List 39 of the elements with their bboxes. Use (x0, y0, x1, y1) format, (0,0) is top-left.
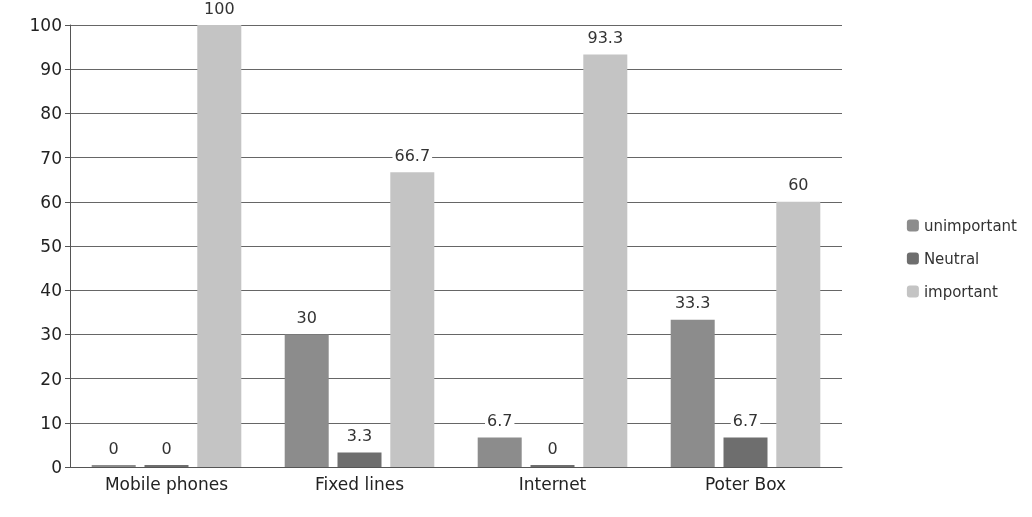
y-tick-label: 80 (40, 103, 62, 124)
data-label: 33.3 (674, 293, 711, 313)
y-tick-label: 50 (40, 236, 62, 256)
x-tick-label: Fixed lines (315, 473, 405, 494)
data-label: 66.7 (394, 145, 431, 165)
y-tick-label: 90 (40, 59, 62, 80)
y-tick-label: 70 (40, 147, 62, 168)
bar (477, 437, 522, 467)
x-tick-label: Internet (518, 473, 587, 494)
data-label: 3.3 (346, 425, 373, 445)
bar (284, 334, 329, 467)
data-label: 30 (296, 307, 317, 327)
bar (390, 172, 435, 467)
y-tick-label: 60 (40, 191, 62, 212)
y-tick-label: 20 (40, 368, 62, 389)
bar (583, 54, 628, 467)
data-label: 100 (204, 0, 235, 18)
y-tick-label: 0 (51, 457, 62, 477)
legend-label: important (923, 282, 999, 301)
y-tick-label: 40 (40, 280, 62, 301)
legend-label: unimportant (923, 216, 1018, 235)
data-label: 0 (108, 438, 119, 458)
data-label: 6.7 (732, 410, 759, 430)
x-tick-label: Mobile phones (104, 473, 229, 494)
x-tick-label: Poter Box (704, 473, 787, 494)
data-label: 60 (788, 175, 809, 195)
data-label: 6.7 (486, 410, 513, 430)
bar (337, 452, 382, 467)
y-tick-label: 10 (40, 412, 62, 433)
data-label: 93.3 (587, 28, 624, 48)
bar (723, 437, 768, 467)
data-label: 0 (161, 438, 172, 458)
bar (670, 319, 715, 467)
y-tick-label: 100 (29, 15, 62, 35)
y-tick-label: 30 (40, 324, 62, 345)
data-label: 0 (547, 438, 558, 458)
legend-label: Neutral (923, 249, 980, 268)
bar (197, 25, 242, 467)
bar (776, 201, 821, 467)
